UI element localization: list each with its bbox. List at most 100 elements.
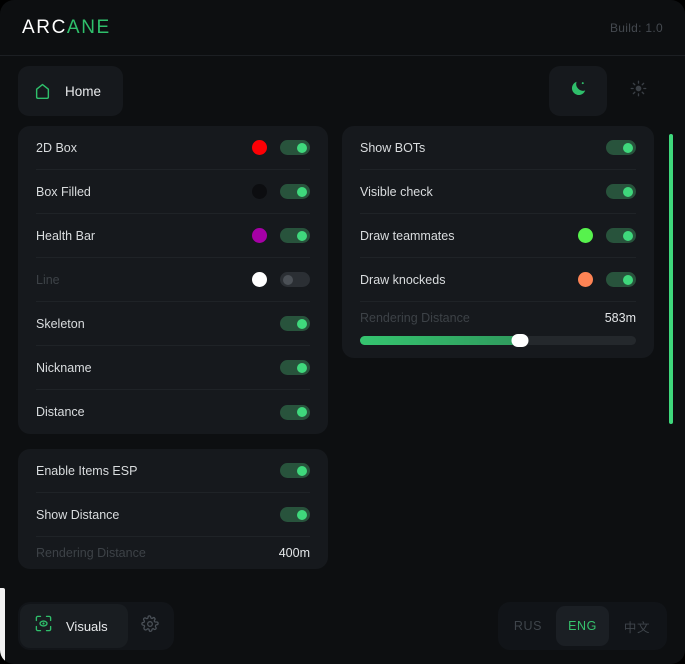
home-icon xyxy=(33,82,52,101)
language-button-eng[interactable]: ENG xyxy=(556,606,609,646)
toggle-switch[interactable] xyxy=(280,360,310,375)
right-column: Show BOTs Visible check Draw teammates xyxy=(342,126,654,358)
slider-value: 583m xyxy=(604,311,636,325)
row-controls xyxy=(252,272,310,287)
toggle-switch[interactable] xyxy=(280,316,310,331)
language-selector-group: RUS ENG 中文 xyxy=(497,602,667,650)
toggle-knob xyxy=(623,142,633,153)
app-logo: ARCANE xyxy=(22,17,111,39)
setting-row[interactable]: Visible check xyxy=(360,170,636,214)
slider-header: Rendering Distance 400m xyxy=(36,546,310,560)
settings-content: 2D Box Box Filled Health Bar xyxy=(0,126,685,588)
setting-row[interactable]: Show Distance xyxy=(36,493,310,537)
nav-row: Home xyxy=(0,56,685,126)
color-swatch[interactable] xyxy=(578,272,593,287)
toggle-knob xyxy=(297,465,307,476)
rendering-distance-slider-block: Rendering Distance 583m xyxy=(360,302,636,358)
toggle-switch[interactable] xyxy=(606,140,636,155)
language-button-rus[interactable]: RUS xyxy=(513,619,543,633)
row-controls xyxy=(252,140,310,155)
theme-light-button[interactable] xyxy=(609,66,667,116)
settings-button[interactable] xyxy=(128,604,172,648)
toggle-switch[interactable] xyxy=(606,272,636,287)
row-label: Draw knockeds xyxy=(360,272,446,287)
setting-row[interactable]: Health Bar xyxy=(36,214,310,258)
slider-label: Rendering Distance xyxy=(36,546,146,560)
setting-row[interactable]: Show BOTs xyxy=(360,126,636,170)
color-swatch[interactable] xyxy=(252,184,267,199)
eye-scan-icon xyxy=(34,614,53,638)
row-controls xyxy=(280,316,310,331)
slider-track[interactable] xyxy=(360,334,636,347)
toggle-switch[interactable] xyxy=(280,140,310,155)
setting-row[interactable]: Distance xyxy=(36,390,310,434)
color-swatch[interactable] xyxy=(252,140,267,155)
sun-icon xyxy=(630,80,647,102)
row-label: Draw teammates xyxy=(360,228,455,243)
theme-toggle-group xyxy=(549,66,667,116)
color-swatch[interactable] xyxy=(252,228,267,243)
slider-thumb[interactable] xyxy=(511,334,529,347)
slider-value: 400m xyxy=(278,546,310,560)
toggle-knob xyxy=(297,186,307,197)
row-label: 2D Box xyxy=(36,140,77,155)
row-label: Show Distance xyxy=(36,507,120,522)
tab-home[interactable]: Home xyxy=(18,66,124,116)
setting-row[interactable]: 2D Box xyxy=(36,126,310,170)
row-controls xyxy=(280,507,310,522)
setting-row[interactable]: Draw teammates xyxy=(360,214,636,258)
toggle-switch[interactable] xyxy=(280,463,310,478)
toggle-knob xyxy=(297,362,307,373)
row-controls xyxy=(252,228,310,243)
toggle-switch[interactable] xyxy=(280,228,310,243)
window-edge-strip xyxy=(0,588,5,664)
items-esp-card: Enable Items ESP Show Distance Rendering… xyxy=(18,449,328,569)
slider-header: Rendering Distance 583m xyxy=(360,311,636,325)
color-swatch[interactable] xyxy=(252,272,267,287)
bottom-bar: Visuals RUS ENG 中文 xyxy=(0,588,685,664)
toggle-knob xyxy=(297,509,307,520)
toggle-switch[interactable] xyxy=(280,184,310,199)
row-label: Show BOTs xyxy=(360,140,426,155)
section-visuals-button[interactable]: Visuals xyxy=(20,604,128,648)
toggle-switch[interactable] xyxy=(280,507,310,522)
toggle-switch[interactable] xyxy=(606,184,636,199)
setting-row[interactable]: Box Filled xyxy=(36,170,310,214)
language-button-zh[interactable]: 中文 xyxy=(623,620,651,635)
setting-row[interactable]: Line xyxy=(36,258,310,302)
title-bar: ARCANE Build: 1.0 xyxy=(0,0,685,56)
row-label: Nickname xyxy=(36,360,92,375)
slider-fill xyxy=(360,336,521,345)
gear-icon xyxy=(141,614,159,638)
logo-suffix: ANE xyxy=(66,16,111,38)
row-label: Skeleton xyxy=(36,316,85,331)
row-controls xyxy=(280,463,310,478)
row-label: Distance xyxy=(36,405,85,419)
toggle-knob xyxy=(297,230,307,241)
theme-dark-button[interactable] xyxy=(549,66,607,116)
setting-row[interactable]: Skeleton xyxy=(36,302,310,346)
toggle-switch[interactable] xyxy=(280,272,310,287)
row-controls xyxy=(606,184,636,199)
moon-icon xyxy=(569,79,588,103)
visuals-esp-card: 2D Box Box Filled Health Bar xyxy=(18,126,328,434)
setting-row[interactable]: Enable Items ESP xyxy=(36,449,310,493)
setting-row[interactable]: Nickname xyxy=(36,346,310,390)
section-visuals-label: Visuals xyxy=(66,618,108,634)
section-selector-group: Visuals xyxy=(18,602,174,650)
toggle-knob xyxy=(297,318,307,329)
toggle-knob xyxy=(297,142,307,153)
row-controls xyxy=(578,228,636,243)
left-column: 2D Box Box Filled Health Bar xyxy=(18,126,328,569)
setting-row[interactable]: Draw knockeds xyxy=(360,258,636,302)
row-label: Line xyxy=(36,272,60,287)
toggle-knob xyxy=(283,274,293,285)
row-label: Health Bar xyxy=(36,228,96,243)
slider-label: Rendering Distance xyxy=(360,311,470,325)
row-label: Enable Items ESP xyxy=(36,463,138,478)
toggle-switch[interactable] xyxy=(606,228,636,243)
toggle-switch[interactable] xyxy=(280,404,310,420)
vertical-scrollbar[interactable] xyxy=(669,134,673,424)
player-esp-card: Show BOTs Visible check Draw teammates xyxy=(342,126,654,358)
color-swatch[interactable] xyxy=(578,228,593,243)
